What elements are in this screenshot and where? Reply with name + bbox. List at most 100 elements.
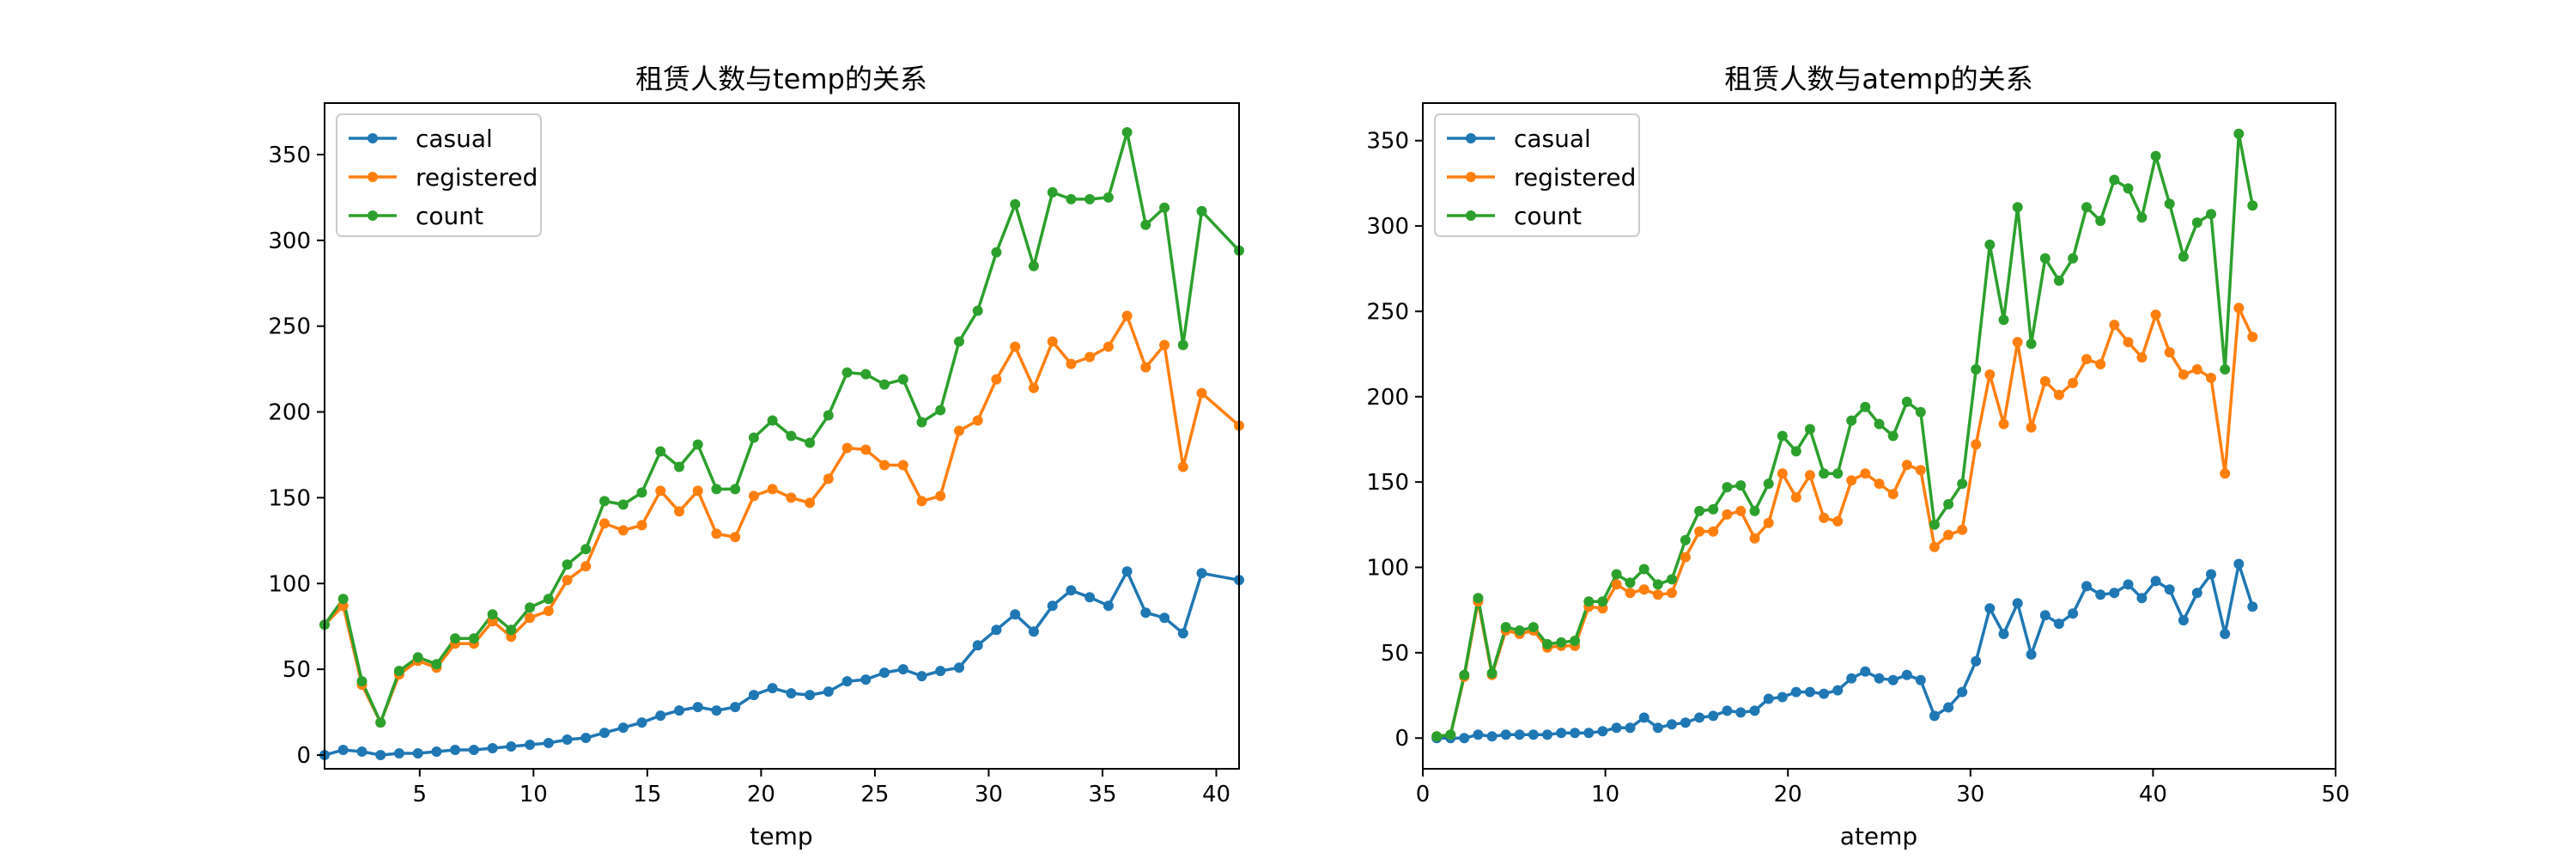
legend-marker-casual	[368, 133, 378, 143]
data-point-casual	[1901, 669, 1912, 680]
data-point-casual	[823, 686, 834, 698]
data-point-casual	[1735, 707, 1747, 718]
data-point-count	[2026, 338, 2037, 350]
data-point-count	[562, 559, 573, 570]
data-point-casual	[1929, 710, 1940, 722]
data-point-registered	[1667, 588, 1677, 599]
data-point-count	[1708, 503, 1719, 515]
data-point-registered	[991, 374, 1002, 385]
data-point-registered	[1722, 509, 1733, 520]
data-point-count	[1790, 446, 1801, 457]
data-point-count	[916, 417, 927, 428]
legend-marker-registered	[368, 172, 378, 182]
data-point-registered	[1832, 515, 1844, 527]
data-point-casual	[2081, 581, 2092, 592]
y-axis-ticks: 0 50 100 150 200 250 300 350	[1366, 129, 1423, 752]
data-point-casual	[1832, 685, 1844, 696]
data-point-casual	[506, 741, 517, 752]
data-point-casual	[1819, 688, 1830, 699]
data-point-casual	[991, 624, 1002, 636]
data-point-registered	[1763, 517, 1774, 528]
data-point-count	[972, 305, 983, 316]
data-point-count	[1625, 577, 1636, 588]
data-point-registered	[2012, 337, 2023, 348]
data-point-casual	[1066, 585, 1077, 596]
y-tick-label: 350	[1366, 129, 1409, 155]
data-point-registered	[2095, 359, 2106, 369]
data-point-casual	[1583, 728, 1595, 739]
data-point-registered	[2220, 468, 2231, 479]
data-point-casual	[1804, 686, 1815, 698]
data-point-count	[375, 717, 386, 728]
legend-marker-count	[368, 210, 378, 221]
data-point-registered	[1625, 588, 1636, 599]
legend-box	[1434, 113, 1640, 237]
data-point-casual	[543, 738, 554, 748]
data-point-count	[1652, 579, 1663, 590]
data-point-casual	[1047, 600, 1058, 612]
data-point-count	[1196, 205, 1207, 216]
data-point-registered	[1084, 351, 1096, 362]
data-point-registered	[860, 444, 872, 455]
data-point-casual	[1915, 674, 1926, 685]
x-tick-label: 10	[519, 782, 548, 807]
data-point-casual	[786, 688, 797, 699]
y-tick-label: 300	[1366, 214, 1409, 240]
data-point-count	[1140, 219, 1151, 230]
chart-title: 租赁人数与atemp的关系	[1724, 63, 2032, 95]
data-point-registered	[543, 606, 554, 617]
data-point-registered	[1066, 358, 1077, 369]
data-point-count	[1556, 637, 1567, 648]
data-point-registered	[1790, 492, 1801, 503]
data-point-count	[991, 247, 1002, 258]
data-point-registered	[1860, 468, 1871, 479]
data-point-count	[1943, 499, 1954, 509]
data-point-count	[1445, 729, 1456, 740]
data-point-count	[730, 484, 741, 495]
y-axis-ticks: 0 50 100 150 200 250 300 350	[268, 143, 325, 769]
chart-title: 租赁人数与temp的关系	[635, 63, 927, 95]
data-point-registered	[636, 520, 647, 531]
data-point-registered	[1804, 470, 1815, 481]
data-point-casual	[636, 717, 647, 728]
data-point-count	[2150, 150, 2161, 161]
data-point-casual	[2053, 618, 2064, 630]
data-point-registered	[562, 575, 573, 586]
data-point-casual	[1971, 655, 1982, 667]
data-point-count	[711, 484, 722, 495]
data-point-casual	[1103, 600, 1114, 612]
legend-label-count: count	[416, 202, 483, 230]
data-point-casual	[468, 745, 479, 755]
data-point-count	[2053, 275, 2064, 286]
data-point-registered	[655, 485, 666, 497]
data-point-count	[2220, 364, 2231, 375]
data-point-count	[897, 374, 908, 385]
data-point-registered	[2233, 302, 2245, 314]
data-point-registered	[879, 460, 890, 471]
data-point-casual	[1790, 686, 1801, 698]
data-point-registered	[1846, 475, 1857, 486]
data-point-count	[1500, 622, 1511, 633]
data-point-casual	[393, 748, 404, 758]
data-point-count	[2012, 202, 2023, 213]
legend-marker-casual	[1466, 133, 1476, 143]
x-tick-label: 30	[975, 782, 1003, 807]
data-point-casual	[1763, 693, 1774, 704]
data-point-casual	[841, 676, 853, 687]
data-point-registered	[525, 612, 536, 624]
data-point-count	[2081, 202, 2092, 213]
y-tick-label: 0	[1394, 726, 1409, 752]
data-point-casual	[1556, 728, 1567, 739]
data-point-registered	[1159, 339, 1170, 350]
data-point-registered	[2109, 320, 2120, 331]
data-point-count	[1084, 193, 1096, 204]
data-point-count	[692, 439, 703, 450]
data-point-casual	[2206, 569, 2216, 580]
data-point-registered	[2178, 369, 2189, 380]
data-point-casual	[2095, 589, 2106, 600]
data-point-registered	[1971, 439, 1982, 450]
data-point-count	[506, 624, 517, 636]
data-point-casual	[1611, 722, 1622, 734]
data-point-registered	[972, 415, 983, 426]
data-point-casual	[1846, 673, 1857, 684]
